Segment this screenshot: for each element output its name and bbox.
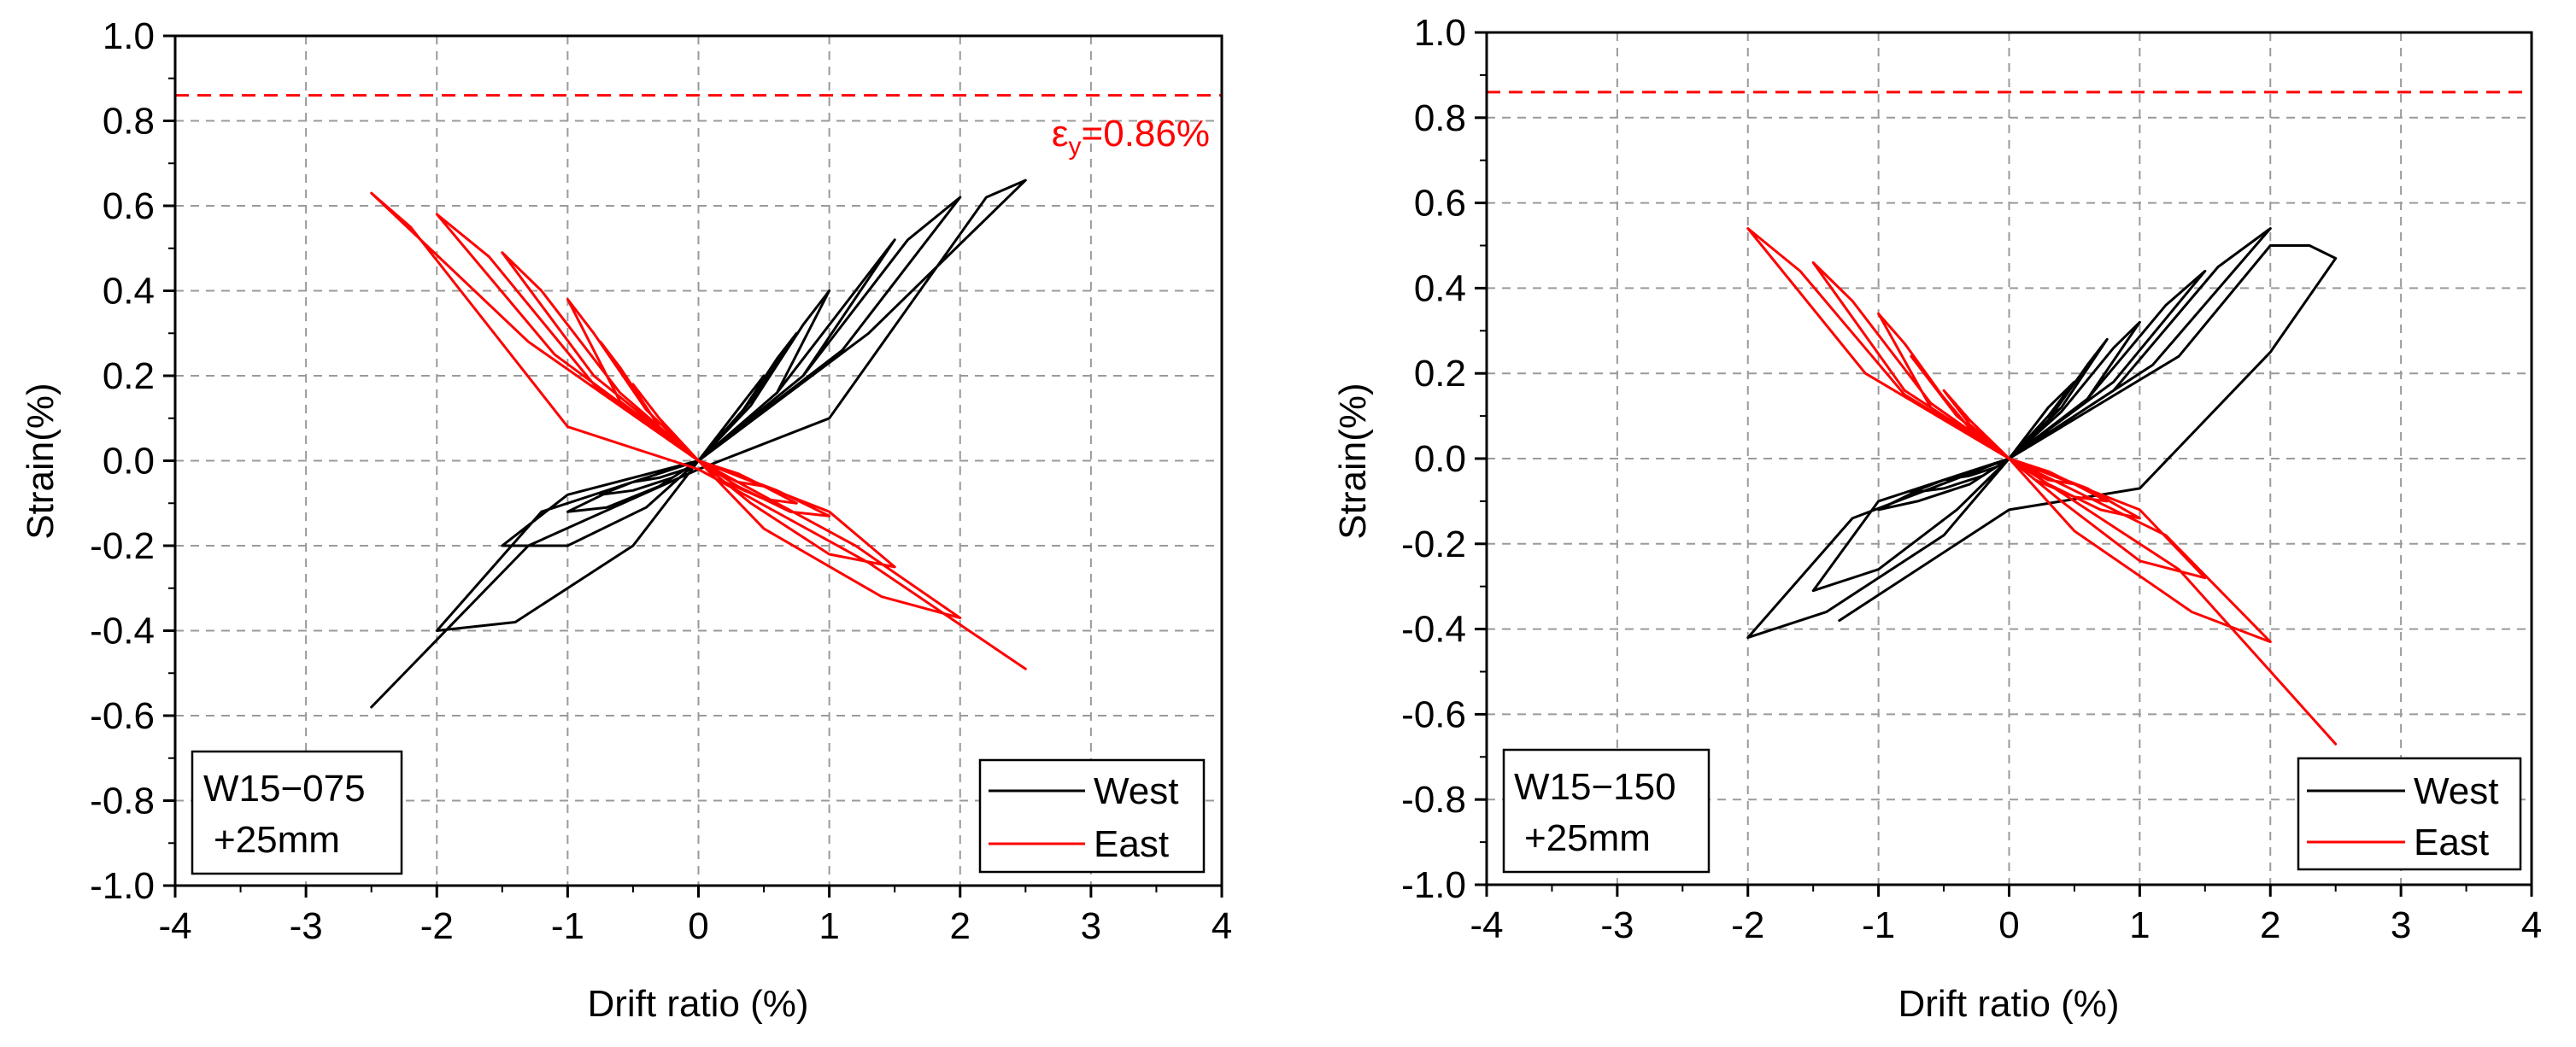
x-tick-label: -3 xyxy=(290,905,323,947)
x-tick-label: 3 xyxy=(1081,905,1101,947)
legend-label-east: East xyxy=(1094,823,1169,865)
x-tick-label: 2 xyxy=(950,905,971,947)
y-tick-label: 0.4 xyxy=(1414,267,1466,309)
x-tick-label: 1 xyxy=(2129,904,2150,946)
x-tick-label: 2 xyxy=(2260,904,2280,946)
y-tick-label: -0.8 xyxy=(1401,779,1466,821)
x-tick-label: -3 xyxy=(1600,904,1634,946)
x-tick-label: 4 xyxy=(1212,905,1232,947)
specimen-label-frame xyxy=(1502,748,1710,874)
legend: West East xyxy=(2297,757,2522,871)
legend-frame xyxy=(978,758,1206,874)
y-tick-label: -0.4 xyxy=(90,611,155,652)
y-tick-label: 1.0 xyxy=(1414,12,1466,54)
y-tick-label: 0.0 xyxy=(1414,438,1466,480)
x-tick-label: -2 xyxy=(1731,904,1764,946)
y-tick-label: 0.8 xyxy=(1414,97,1466,139)
annotation-prefix: ε xyxy=(1052,113,1069,155)
legend-label-west: West xyxy=(2414,770,2498,812)
y-tick-label: -0.6 xyxy=(90,695,155,737)
series-west xyxy=(1746,227,2338,640)
specimen-label-frame xyxy=(191,750,403,875)
chart-panel-left: -4 -3 -2 -1 0 1 2 3 4 -1.0 -0.8 -0.6 -0.4 -0.2 0.0 0.2 0… xyxy=(20,15,1232,1025)
y-tick-label: -1.0 xyxy=(90,865,155,907)
x-tick-label: -2 xyxy=(420,905,454,947)
legend-label-east: East xyxy=(2414,822,2489,863)
series-west xyxy=(370,178,1027,709)
x-tick-label: 4 xyxy=(2521,904,2542,946)
y-axis-title: Strain(%) xyxy=(1332,383,1374,539)
y-tick-label: 0.4 xyxy=(103,271,155,313)
x-tick-label: -4 xyxy=(158,905,191,947)
x-tick-label: 0 xyxy=(688,905,708,947)
specimen-offset: +25mm xyxy=(214,819,340,861)
x-axis-title: Drift ratio (%) xyxy=(1898,983,2119,1025)
y-tick-label: 0.6 xyxy=(1414,183,1466,225)
specimen-id: W15−150 xyxy=(1514,766,1676,808)
y-tick-label: 1.0 xyxy=(103,15,155,57)
y-tick-label: -0.6 xyxy=(1401,693,1466,735)
x-axis-title: Drift ratio (%) xyxy=(587,983,808,1025)
x-tick-label: -4 xyxy=(1470,904,1503,946)
specimen-id: W15−075 xyxy=(203,768,366,810)
specimen-label-box: W15−150 +25mm xyxy=(1502,748,1710,874)
y-tick-label: 0.0 xyxy=(103,441,155,483)
y-tick-label: 0.2 xyxy=(103,355,155,397)
y-tick-label: 0.6 xyxy=(103,185,155,227)
series-east xyxy=(1746,227,2338,746)
y-tick-label: 0.2 xyxy=(1414,353,1466,395)
annotation-subscript: y xyxy=(1069,132,1082,161)
y-tick-label: -0.2 xyxy=(1401,524,1466,565)
y-axis-title: Strain(%) xyxy=(20,383,62,539)
chart-panel-right: -4 -3 -2 -1 0 1 2 3 4 -1.0 -0.8 -0.6 -0.4 -0.2 0.0 0.2 0… xyxy=(1332,12,2542,1025)
x-tick-label: -1 xyxy=(551,905,584,947)
legend: West East xyxy=(978,758,1206,874)
y-tick-label: 0.8 xyxy=(103,101,155,143)
series-east xyxy=(370,191,1027,670)
legend-label-west: West xyxy=(1094,770,1178,812)
y-tick-label: -0.8 xyxy=(90,781,155,822)
specimen-offset: +25mm xyxy=(1524,817,1651,859)
x-tick-label: 1 xyxy=(819,905,839,947)
y-tick-label: -1.0 xyxy=(1401,864,1466,906)
annotation-suffix: =0.86% xyxy=(1082,113,1210,155)
legend-frame xyxy=(2297,757,2522,871)
y-tick-label: -0.4 xyxy=(1401,609,1466,651)
x-tick-label: 3 xyxy=(2391,904,2411,946)
y-tick-label: -0.2 xyxy=(90,525,155,567)
specimen-label-box: W15−075 +25mm xyxy=(191,750,403,875)
x-tick-label: 0 xyxy=(1998,904,2019,946)
yield-strain-annotation: εy=0.86% xyxy=(1052,113,1210,161)
x-tick-label: -1 xyxy=(1862,904,1895,946)
